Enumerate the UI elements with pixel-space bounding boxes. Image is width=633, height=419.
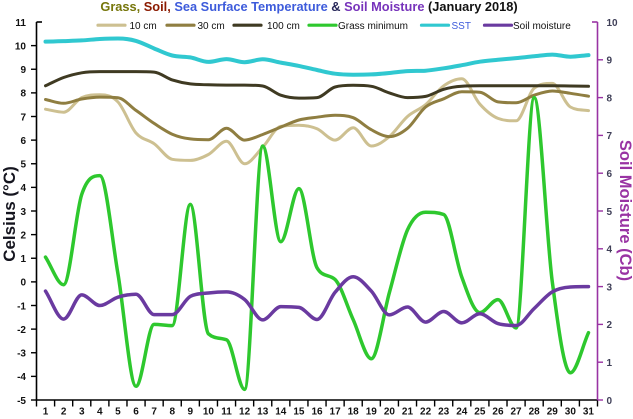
svg-text:5: 5 [115,407,121,418]
svg-text:0: 0 [20,278,26,289]
svg-text:23: 23 [438,407,450,418]
svg-text:Grass, Soil, Sea Surface Tempe: Grass, Soil, Sea Surface Temperature & S… [100,0,517,14]
svg-text:4: 4 [20,183,26,194]
svg-text:7: 7 [607,131,613,142]
svg-text:5: 5 [607,207,613,218]
svg-text:1: 1 [43,407,49,418]
svg-text:21: 21 [402,407,414,418]
svg-text:30: 30 [565,407,577,418]
svg-text:Soil moisture: Soil moisture [513,21,571,32]
svg-text:-4: -4 [17,372,26,383]
svg-text:22: 22 [420,407,432,418]
svg-text:7: 7 [151,407,157,418]
svg-text:Grass minimum: Grass minimum [338,21,408,32]
svg-text:2: 2 [607,320,613,331]
svg-text:20: 20 [384,407,396,418]
svg-text:4: 4 [97,407,103,418]
svg-text:9: 9 [607,56,613,67]
svg-text:0: 0 [607,396,613,407]
svg-text:SST: SST [452,21,471,32]
svg-text:19: 19 [366,407,378,418]
svg-text:17: 17 [330,407,342,418]
svg-text:-1: -1 [17,301,26,312]
svg-text:10 cm: 10 cm [130,21,157,32]
svg-text:14: 14 [275,407,287,418]
svg-text:13: 13 [257,407,269,418]
svg-text:9: 9 [188,407,194,418]
svg-text:3: 3 [607,282,613,293]
svg-text:29: 29 [547,407,559,418]
svg-text:3: 3 [79,407,85,418]
svg-text:6: 6 [20,136,26,147]
svg-text:8: 8 [169,407,175,418]
svg-text:6: 6 [133,407,139,418]
svg-text:24: 24 [456,407,468,418]
svg-text:7: 7 [20,112,26,123]
svg-text:3: 3 [20,207,26,218]
svg-text:2: 2 [20,230,26,241]
svg-text:-2: -2 [17,325,26,336]
svg-text:10: 10 [203,407,215,418]
svg-text:31: 31 [583,407,595,418]
svg-text:11: 11 [221,407,232,418]
svg-text:28: 28 [529,407,541,418]
svg-text:11: 11 [15,18,26,29]
svg-text:9: 9 [20,65,26,76]
svg-text:15: 15 [293,407,305,418]
svg-text:10: 10 [15,41,27,52]
svg-text:-5: -5 [17,396,26,407]
svg-text:Celsius (°C): Celsius (°C) [0,166,19,262]
svg-text:1: 1 [607,358,613,369]
svg-text:18: 18 [348,407,360,418]
svg-text:1: 1 [20,254,26,265]
svg-text:10: 10 [607,18,619,29]
svg-text:4: 4 [607,245,613,256]
svg-text:8: 8 [20,89,26,100]
svg-text:100 cm: 100 cm [267,21,300,32]
svg-text:27: 27 [510,407,522,418]
svg-text:30 cm: 30 cm [198,21,225,32]
svg-text:-3: -3 [17,349,26,360]
svg-text:25: 25 [474,407,486,418]
svg-text:16: 16 [311,407,323,418]
svg-text:6: 6 [607,169,613,180]
svg-text:8: 8 [607,93,613,104]
svg-text:Soil Moisture (Cb): Soil Moisture (Cb) [616,140,633,281]
svg-text:26: 26 [492,407,504,418]
svg-text:2: 2 [61,407,67,418]
svg-text:5: 5 [20,160,26,171]
svg-text:12: 12 [239,407,251,418]
